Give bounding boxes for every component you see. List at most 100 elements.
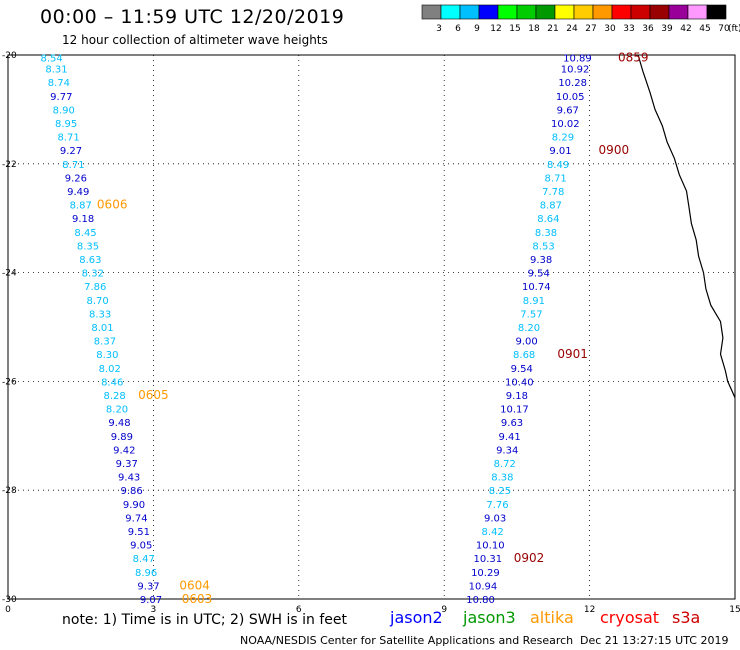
wave-height-value: 9.86 bbox=[120, 486, 142, 497]
time-label: 0603 bbox=[182, 592, 213, 606]
wave-height-value: 9.34 bbox=[496, 445, 518, 456]
wave-height-value: 7.86 bbox=[84, 282, 106, 293]
wave-height-value: 9.07 bbox=[140, 595, 162, 606]
wave-height-value: 10.02 bbox=[551, 119, 580, 130]
wave-height-value: 10.94 bbox=[469, 581, 498, 592]
x-tick-label: 3 bbox=[151, 605, 157, 615]
wave-height-value: 9.54 bbox=[528, 269, 550, 280]
wave-height-value: 8.30 bbox=[96, 350, 118, 361]
wave-height-value: 8.68 bbox=[513, 350, 535, 361]
wave-height-value: 8.96 bbox=[135, 568, 157, 579]
wave-height-value: 10.31 bbox=[473, 554, 502, 565]
wave-height-value: 8.35 bbox=[77, 241, 99, 252]
note-text: note: 1) Time is in UTC; 2) SWH is in fe… bbox=[62, 612, 348, 628]
wave-height-value: 10.10 bbox=[476, 541, 505, 552]
y-tick-label: -26 bbox=[2, 377, 17, 387]
wave-height-value: 9.37 bbox=[116, 459, 138, 470]
x-tick-label: 9 bbox=[441, 605, 447, 615]
wave-height-value: 8.63 bbox=[79, 255, 101, 266]
y-tick-label: -28 bbox=[2, 486, 17, 496]
wave-height-value: 8.20 bbox=[518, 323, 540, 334]
footer-timestamp: Dec 21 13:27:15 UTC 2019 bbox=[580, 634, 729, 647]
wave-height-value: 9.90 bbox=[123, 500, 145, 511]
wave-height-value: 9.18 bbox=[506, 391, 528, 402]
time-label: 0900 bbox=[599, 143, 630, 157]
x-tick-label: 15 bbox=[729, 605, 740, 615]
footer-credit: NOAA/NESDIS Center for Satellite Applica… bbox=[240, 634, 574, 647]
wave-height-value: 9.38 bbox=[530, 255, 552, 266]
wave-height-value: 8.38 bbox=[491, 473, 513, 484]
wave-height-value: 8.33 bbox=[89, 309, 111, 320]
wave-height-value: 8.70 bbox=[87, 296, 109, 307]
wave-height-value: 10.05 bbox=[556, 92, 585, 103]
wave-height-value: 10.17 bbox=[500, 405, 529, 416]
wave-height-value: 8.71 bbox=[57, 133, 79, 144]
satellite-jason2: jason2 bbox=[390, 608, 443, 627]
time-label: 0605 bbox=[138, 388, 169, 402]
wave-height-value: 8.47 bbox=[133, 554, 155, 565]
wave-height-value: 8.46 bbox=[101, 377, 123, 388]
wave-height-value: 8.87 bbox=[540, 201, 562, 212]
colorbar-swatch bbox=[706, 4, 727, 20]
satellite-s3a: s3a bbox=[672, 608, 701, 627]
wave-height-value: 9.49 bbox=[67, 187, 89, 198]
wave-height-value: 9.51 bbox=[128, 527, 150, 538]
time-label: 0902 bbox=[514, 551, 545, 565]
wave-height-value: 7.78 bbox=[542, 187, 564, 198]
wave-height-value: 8.37 bbox=[94, 337, 116, 348]
wave-height-value: 8.42 bbox=[482, 527, 504, 538]
map-frame bbox=[7, 54, 736, 600]
satellite-altika: altika bbox=[530, 608, 574, 627]
time-label: 0901 bbox=[557, 347, 588, 361]
wave-height-value: 8.28 bbox=[103, 391, 125, 402]
wave-height-value: 8.45 bbox=[74, 228, 96, 239]
colorbar-label: 30 bbox=[604, 24, 616, 34]
wave-height-value: 9.42 bbox=[113, 445, 135, 456]
wave-height-value: 8.95 bbox=[55, 119, 77, 130]
x-tick-label: 0 bbox=[5, 605, 11, 615]
wave-height-value: 8.71 bbox=[545, 173, 567, 184]
wave-height-value: 9.48 bbox=[108, 418, 130, 429]
wave-height-value: 9.27 bbox=[60, 146, 82, 157]
wave-height-value: 8.71 bbox=[62, 160, 84, 171]
wave-height-value: 10.40 bbox=[505, 377, 534, 388]
colorbar-label: 15 bbox=[509, 24, 520, 34]
coastline bbox=[637, 54, 736, 398]
wave-height-value: 9.89 bbox=[111, 432, 133, 443]
wave-height-value: 8.90 bbox=[53, 105, 75, 116]
colorbar-label: 18 bbox=[528, 24, 540, 34]
wave-height-value: 9.18 bbox=[72, 214, 94, 225]
wave-height-value: 9.26 bbox=[65, 173, 87, 184]
wave-height-value: 8.72 bbox=[494, 459, 516, 470]
wave-height-value: 10.92 bbox=[561, 65, 590, 76]
wave-height-value: 8.53 bbox=[532, 241, 554, 252]
y-tick-label: -30 bbox=[2, 595, 17, 605]
y-tick-label: -22 bbox=[2, 160, 17, 170]
wave-height-value: 9.67 bbox=[557, 105, 579, 116]
x-tick-label: 6 bbox=[296, 605, 302, 615]
wave-height-value: 10.80 bbox=[466, 595, 495, 606]
colorbar-label: 9 bbox=[474, 24, 480, 34]
wave-height-value: 8.25 bbox=[489, 486, 511, 497]
colorbar-label: 3 bbox=[436, 24, 442, 34]
time-label: 0606 bbox=[97, 198, 128, 212]
satellite-jason3: jason3 bbox=[463, 608, 516, 627]
wave-height-value: 9.77 bbox=[50, 92, 72, 103]
wave-height-value: 8.91 bbox=[523, 296, 545, 307]
colorbar-label: 33 bbox=[623, 24, 634, 34]
wave-height-value: 10.74 bbox=[522, 282, 551, 293]
x-tick-label: 12 bbox=[584, 605, 595, 615]
colorbar-label: 6 bbox=[455, 24, 461, 34]
wave-height-value: 8.02 bbox=[99, 364, 121, 375]
wave-height-value: 8.20 bbox=[106, 405, 128, 416]
wave-height-value: 9.03 bbox=[484, 513, 506, 524]
satellite-cryosat: cryosat bbox=[600, 608, 660, 627]
colorbar-unit: (ft) bbox=[728, 24, 740, 34]
wave-height-value: 8.31 bbox=[45, 65, 67, 76]
wave-height-value: 7.76 bbox=[486, 500, 508, 511]
page-title: 00:00 – 11:59 UTC 12/20/2019 bbox=[40, 6, 345, 28]
wave-height-value: 9.37 bbox=[137, 581, 159, 592]
colorbar-label: 12 bbox=[490, 24, 501, 34]
wave-height-value: 8.54 bbox=[40, 54, 62, 65]
